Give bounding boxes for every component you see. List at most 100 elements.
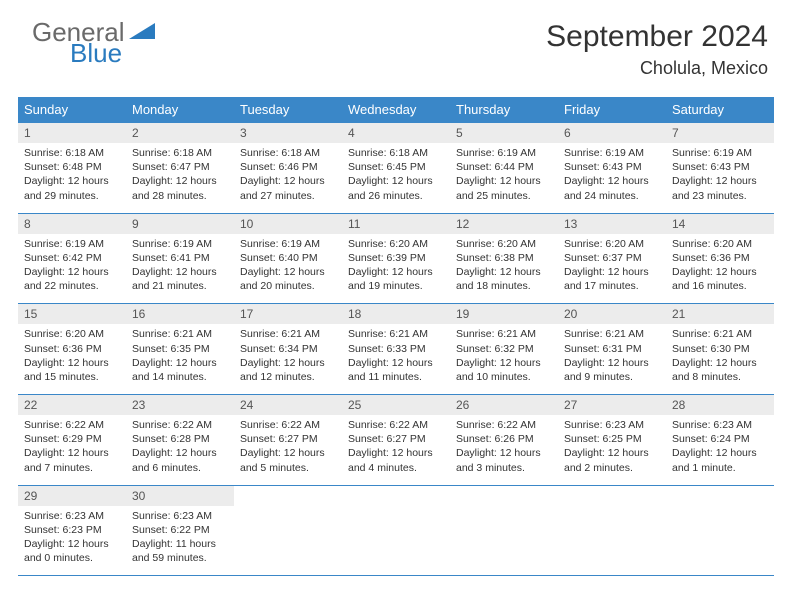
day-content-row: Sunrise: 6:23 AMSunset: 6:23 PMDaylight:… — [18, 506, 774, 576]
day-content-cell — [234, 506, 342, 576]
day-content-cell: Sunrise: 6:21 AMSunset: 6:32 PMDaylight:… — [450, 324, 558, 394]
day-content-cell: Sunrise: 6:23 AMSunset: 6:25 PMDaylight:… — [558, 415, 666, 485]
daylight-text-1: Daylight: 12 hours — [456, 356, 552, 370]
sunrise-text: Sunrise: 6:20 AM — [24, 327, 120, 341]
day-number-cell: 2 — [126, 123, 234, 144]
daylight-text-2: and 8 minutes. — [672, 370, 768, 384]
day-content-cell: Sunrise: 6:19 AMSunset: 6:43 PMDaylight:… — [558, 143, 666, 213]
daylight-text-2: and 18 minutes. — [456, 279, 552, 293]
sunset-text: Sunset: 6:35 PM — [132, 342, 228, 356]
day-content-cell: Sunrise: 6:22 AMSunset: 6:28 PMDaylight:… — [126, 415, 234, 485]
day-content-cell: Sunrise: 6:21 AMSunset: 6:30 PMDaylight:… — [666, 324, 774, 394]
daylight-text-1: Daylight: 12 hours — [672, 265, 768, 279]
daylight-text-2: and 4 minutes. — [348, 461, 444, 475]
sunrise-text: Sunrise: 6:22 AM — [348, 418, 444, 432]
daylight-text-2: and 2 minutes. — [564, 461, 660, 475]
day-number-cell: 30 — [126, 485, 234, 506]
sunset-text: Sunset: 6:47 PM — [132, 160, 228, 174]
day-number-cell — [234, 485, 342, 506]
sunset-text: Sunset: 6:36 PM — [24, 342, 120, 356]
sunset-text: Sunset: 6:23 PM — [24, 523, 120, 537]
weekday-header: Saturday — [666, 97, 774, 123]
day-content-row: Sunrise: 6:20 AMSunset: 6:36 PM Daylight:… — [18, 324, 774, 394]
daylight-text-1: Daylight: 12 hours — [132, 446, 228, 460]
daylight-text-2: and 59 minutes. — [132, 551, 228, 565]
daylight-text-1: Daylight: 12 hours — [348, 446, 444, 460]
day-number-cell: 15 — [18, 304, 126, 325]
day-number-cell: 20 — [558, 304, 666, 325]
location-label: Cholula, Mexico — [546, 58, 768, 79]
sunrise-text: Sunrise: 6:22 AM — [24, 418, 120, 432]
day-content-cell: Sunrise: 6:22 AMSunset: 6:27 PMDaylight:… — [234, 415, 342, 485]
sunrise-text: Sunrise: 6:23 AM — [24, 509, 120, 523]
day-content-cell — [342, 506, 450, 576]
day-content-cell: Sunrise: 6:19 AMSunset: 6:43 PMDaylight:… — [666, 143, 774, 213]
daylight-text-2: and 5 minutes. — [240, 461, 336, 475]
daylight-text-1: Daylight: 12 hours — [564, 446, 660, 460]
daylight-text-1: Daylight: 12 hours — [348, 356, 444, 370]
sunrise-text: Sunrise: 6:23 AM — [564, 418, 660, 432]
sunset-text: Sunset: 6:24 PM — [672, 432, 768, 446]
daylight-text-1: Daylight: 12 hours — [132, 174, 228, 188]
daylight-text-2: and 15 minutes. — [24, 370, 120, 384]
day-number-cell — [666, 485, 774, 506]
day-content-cell: Sunrise: 6:20 AMSunset: 6:36 PMDaylight:… — [18, 324, 126, 394]
daylight-text-2: and 0 minutes. — [24, 551, 120, 565]
daylight-text-1: Daylight: 12 hours — [672, 446, 768, 460]
day-content-cell: Sunrise: 6:23 AMSunset: 6:23 PMDaylight:… — [18, 506, 126, 576]
sunrise-text: Sunrise: 6:21 AM — [672, 327, 768, 341]
day-content-cell: Sunrise: 6:23 AMSunset: 6:22 PMDaylight:… — [126, 506, 234, 576]
daylight-text-1: Daylight: 12 hours — [240, 446, 336, 460]
daylight-text-2: and 27 minutes. — [240, 189, 336, 203]
daylight-text-1: Daylight: 12 hours — [132, 356, 228, 370]
day-content-row: Sunrise: 6:19 AMSunset: 6:42 PMDaylight:… — [18, 234, 774, 304]
sunset-text: Sunset: 6:28 PM — [132, 432, 228, 446]
sunrise-text: Sunrise: 6:18 AM — [348, 146, 444, 160]
day-number-cell: 14 — [666, 213, 774, 234]
sunset-text: Sunset: 6:43 PM — [672, 160, 768, 174]
daylight-text-2: and 12 minutes. — [240, 370, 336, 384]
sunset-text: Sunset: 6:27 PM — [348, 432, 444, 446]
daylight-text-2: and 19 minutes. — [348, 279, 444, 293]
sunrise-text: Sunrise: 6:22 AM — [456, 418, 552, 432]
day-content-row: Sunrise: 6:18 AMSunset: 6:48 PMDaylight:… — [18, 143, 774, 213]
daylight-text-1: Daylight: 12 hours — [564, 265, 660, 279]
sunrise-text: Sunrise: 6:21 AM — [456, 327, 552, 341]
logo: General Blue — [18, 20, 157, 65]
day-content-cell: Sunrise: 6:22 AMSunset: 6:26 PMDaylight:… — [450, 415, 558, 485]
daylight-text-1: Daylight: 12 hours — [24, 446, 120, 460]
day-content-cell: Sunrise: 6:18 AMSunset: 6:46 PMDaylight:… — [234, 143, 342, 213]
sunrise-text: Sunrise: 6:19 AM — [24, 237, 120, 251]
weekday-header: Thursday — [450, 97, 558, 123]
sunset-text: Sunset: 6:38 PM — [456, 251, 552, 265]
daylight-text-2: and 21 minutes. — [132, 279, 228, 293]
day-content-cell: Sunrise: 6:20 AMSunset: 6:39 PMDaylight:… — [342, 234, 450, 304]
sunrise-text: Sunrise: 6:22 AM — [132, 418, 228, 432]
day-number-cell: 22 — [18, 395, 126, 416]
day-number-cell: 4 — [342, 123, 450, 144]
sunset-text: Sunset: 6:46 PM — [240, 160, 336, 174]
weekday-header: Monday — [126, 97, 234, 123]
daylight-text-1: Daylight: 12 hours — [456, 174, 552, 188]
day-content-cell: Sunrise: 6:22 AMSunset: 6:29 PMDaylight:… — [18, 415, 126, 485]
daylight-text-1: Daylight: 12 hours — [348, 174, 444, 188]
day-content-cell: Sunrise: 6:21 AMSunset: 6:33 PMDaylight:… — [342, 324, 450, 394]
day-content-cell: Sunrise: 6:18 AMSunset: 6:48 PMDaylight:… — [18, 143, 126, 213]
day-number-cell: 24 — [234, 395, 342, 416]
sunrise-text: Sunrise: 6:21 AM — [240, 327, 336, 341]
sunrise-text: Sunrise: 6:21 AM — [564, 327, 660, 341]
sunrise-text: Sunrise: 6:20 AM — [672, 237, 768, 251]
daylight-text-2: and 11 minutes. — [348, 370, 444, 384]
day-content-cell: Sunrise: 6:20 AMSunset: 6:36 PMDaylight:… — [666, 234, 774, 304]
day-content-cell: Sunrise: 6:22 AMSunset: 6:27 PMDaylight:… — [342, 415, 450, 485]
day-number-cell: 5 — [450, 123, 558, 144]
day-number-cell: 9 — [126, 213, 234, 234]
daylight-text-2: and 29 minutes. — [24, 189, 120, 203]
daylight-text-1: Daylight: 12 hours — [672, 356, 768, 370]
sunrise-text: Sunrise: 6:18 AM — [24, 146, 120, 160]
daylight-text-2: and 23 minutes. — [672, 189, 768, 203]
day-number-cell — [558, 485, 666, 506]
day-number-cell: 8 — [18, 213, 126, 234]
day-number-cell: 13 — [558, 213, 666, 234]
day-number-cell: 26 — [450, 395, 558, 416]
